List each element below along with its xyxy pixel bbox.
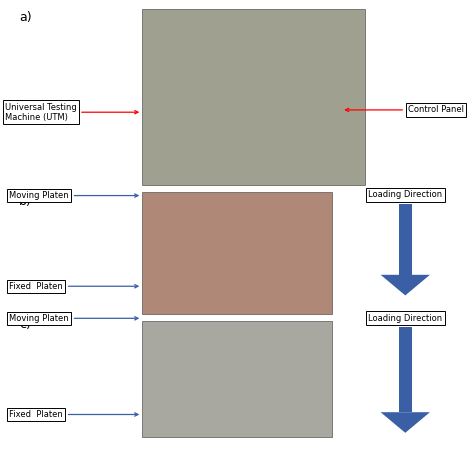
Text: Fixed  Platen: Fixed Platen [9, 410, 138, 419]
Text: Moving Platen: Moving Platen [9, 314, 138, 323]
FancyBboxPatch shape [142, 9, 365, 185]
Text: c): c) [19, 318, 31, 331]
FancyBboxPatch shape [142, 192, 332, 314]
Text: a): a) [19, 11, 32, 24]
Text: b): b) [19, 195, 32, 207]
Text: Universal Testing
Machine (UTM): Universal Testing Machine (UTM) [5, 103, 138, 122]
Text: Loading Direction: Loading Direction [368, 314, 442, 323]
Polygon shape [381, 275, 430, 295]
Text: Fixed  Platen: Fixed Platen [9, 282, 138, 291]
Text: Control Panel: Control Panel [346, 105, 464, 114]
FancyBboxPatch shape [399, 204, 412, 275]
Polygon shape [381, 412, 430, 433]
FancyBboxPatch shape [142, 321, 332, 437]
Text: Moving Platen: Moving Platen [9, 191, 138, 200]
FancyBboxPatch shape [399, 327, 412, 412]
Text: Loading Direction: Loading Direction [368, 190, 442, 199]
